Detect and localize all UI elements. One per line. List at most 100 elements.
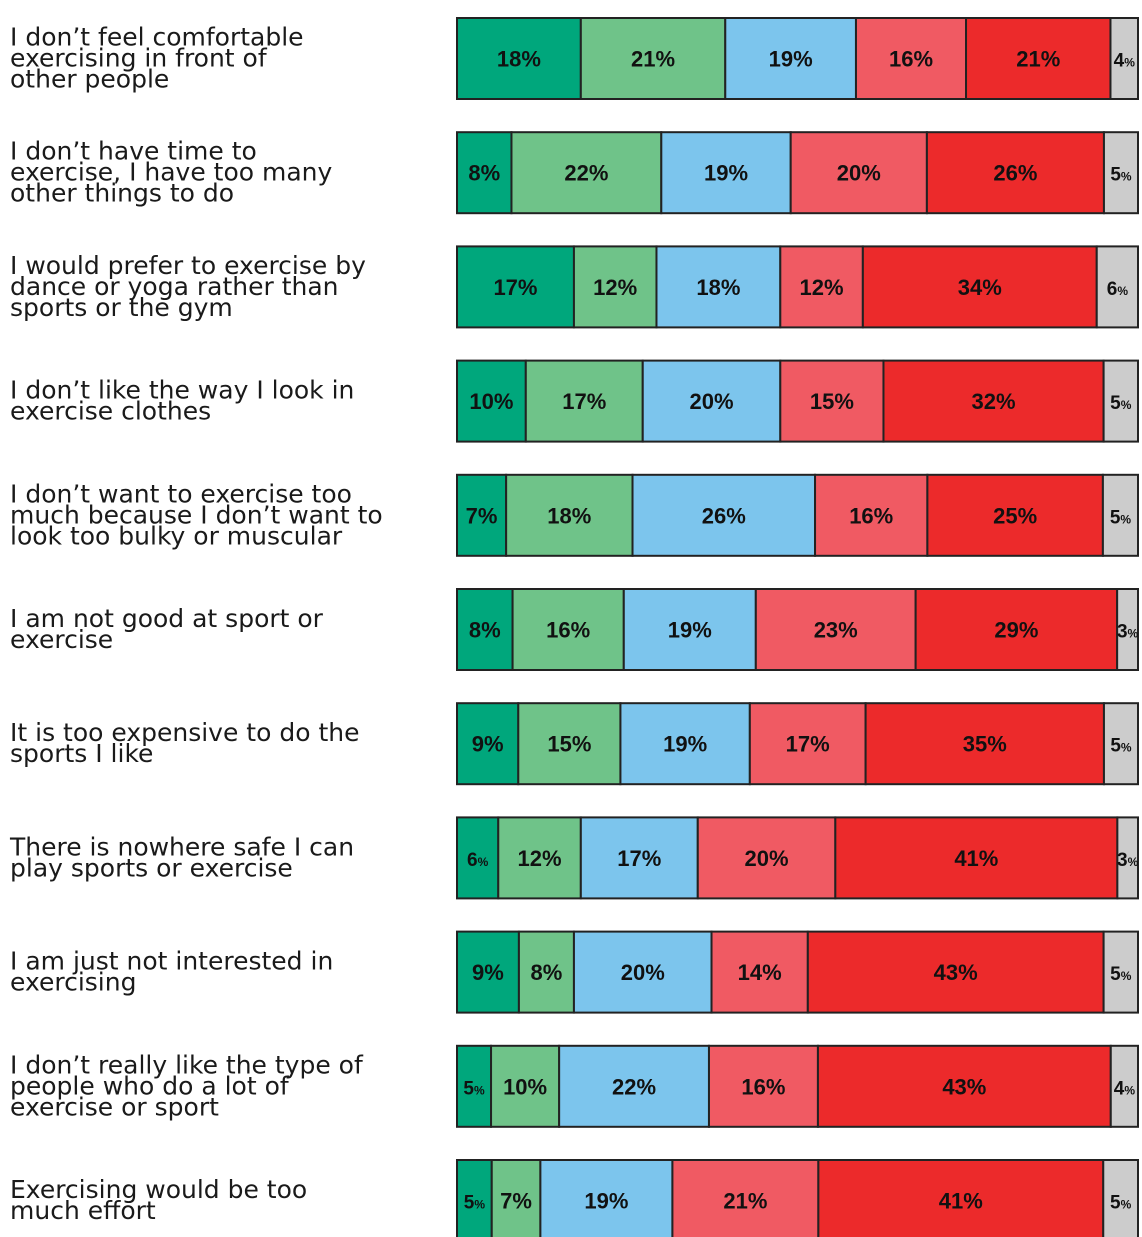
bar-segment [1109,1044,1140,1128]
bar-segment [1102,930,1139,1014]
bar-segment [510,131,663,215]
data-label: 8% [469,618,501,643]
chart-row: I am just not interested in exercising 9% 8… [10,930,1139,1014]
chart-row: Exercising would be too much effort 5% 7% 19… [10,1159,1140,1237]
bar-segment [834,816,1119,900]
chart-row: I am not good at sport or exercise 8% 16% 19… [10,588,1140,671]
bar-segment [779,359,885,443]
data-label: 26% [993,161,1037,186]
data-label: 18% [696,275,740,300]
data-label: 20% [689,389,733,414]
row-label: There is nowhere safe I can play sports o… [9,832,354,882]
bar-segment [914,588,1119,671]
chart-row: I don’t feel comfortable exercising in fr… [10,17,1139,100]
bar-segment [1102,131,1139,215]
data-label: 19% [668,618,712,643]
data-label: 5% [1110,393,1132,414]
data-label: 25% [993,503,1037,528]
data-label: 20% [837,161,881,186]
data-label: 8% [468,161,500,186]
bar-segment [456,816,500,900]
bar-segment [456,702,520,786]
data-label: 17% [493,275,537,300]
row-label: I don’t have time to exercise, I have too… [10,137,333,208]
bar-segment [707,1044,819,1128]
data-label: 34% [958,275,1002,300]
data-label: 5% [1110,165,1132,186]
bar-segment [754,588,917,671]
data-label: 19% [769,47,813,72]
data-label: 10% [503,1074,547,1099]
data-label: 19% [663,732,707,757]
data-label: 10% [469,389,513,414]
bar-segment [456,588,514,671]
bar-segment [710,930,809,1014]
data-label: 32% [972,389,1016,414]
data-label: 5% [1110,736,1132,757]
chart-row: I don’t really like the type of people wh… [10,1044,1140,1128]
bar-segment [1102,1159,1140,1237]
row-label: I would prefer to exercise by dance or yo… [10,251,366,322]
data-label: 41% [954,846,998,871]
data-label: 43% [934,960,978,985]
row-label: It is too expensive to do the sports I li… [10,718,360,768]
data-label: 6% [1107,279,1129,300]
data-label: 26% [702,503,746,528]
data-label: 16% [741,1074,785,1099]
data-label: 21% [631,47,675,72]
bar-segment [622,588,757,671]
bar-segment [558,1044,710,1128]
bar-segment [965,17,1112,100]
bar-segment [456,1159,493,1237]
row-label: I don’t really like the type of people wh… [10,1050,364,1121]
bar-segment [806,930,1105,1014]
data-label: 17% [617,846,661,871]
bar-segment [1102,359,1139,443]
bar-segment [655,245,782,329]
data-label: 5% [464,1193,486,1214]
data-label: 16% [849,503,893,528]
bar-segment [789,131,928,215]
data-label: 29% [994,618,1038,643]
bar-segment [864,702,1105,786]
data-label: 9% [472,960,504,985]
bar-segment [511,588,625,671]
data-label: 12% [800,275,844,300]
data-label: 17% [786,732,830,757]
bar-segment [572,245,658,329]
bar-segment [517,702,622,786]
data-label: 4% [1114,51,1136,72]
row-label: I don’t want to exercise too much because… [10,479,383,550]
data-label: 20% [745,846,789,871]
bar-segment [456,17,582,100]
bar-segment [926,473,1104,557]
bar-segment [882,359,1105,443]
data-label: 15% [547,732,591,757]
data-label: 18% [547,503,591,528]
bar-segment [816,1044,1112,1128]
bar-segment [524,359,644,443]
row-label: I don’t feel comfortable exercising in fr… [10,23,304,94]
chart-row: There is nowhere safe I can play sports o… [9,816,1139,900]
bar-segment [1095,245,1139,329]
data-label: 12% [518,846,562,871]
bar-segment [579,816,699,900]
data-label: 41% [939,1189,983,1214]
bar-segment [1102,702,1139,786]
bar-segment [861,245,1098,329]
bar-segment [505,473,634,557]
bar-segment [817,1159,1105,1237]
bar-segment [490,1044,561,1128]
bar-segment [517,930,575,1014]
data-label: 22% [564,161,608,186]
bar-segment [579,17,727,100]
chart-row: It is too expensive to do the sports I li… [10,702,1139,786]
data-label: 22% [612,1074,656,1099]
chart-row: I don’t like the way I look in exercise c… [10,359,1139,443]
data-label: 23% [814,618,858,643]
bar-segment [631,473,817,557]
bar-segment [1116,816,1139,900]
bar-segment [497,816,582,900]
data-label: 18% [497,47,541,72]
